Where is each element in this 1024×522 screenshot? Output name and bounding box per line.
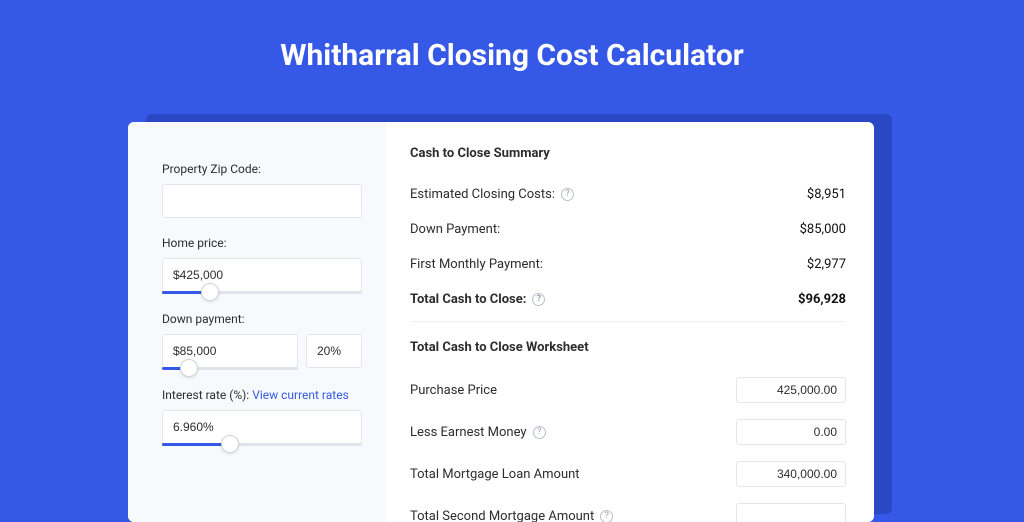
worksheet-input-second-mortgage[interactable] bbox=[736, 503, 846, 522]
interest-rate-slider[interactable] bbox=[162, 443, 362, 446]
page-title: Whitharral Closing Cost Calculator bbox=[0, 0, 1024, 105]
worksheet-input-loan-amount[interactable] bbox=[736, 461, 846, 487]
home-price-label: Home price: bbox=[162, 236, 362, 250]
help-icon[interactable]: ? bbox=[533, 426, 546, 439]
help-icon[interactable]: ? bbox=[532, 293, 545, 306]
summary-value: $8,951 bbox=[807, 187, 846, 202]
down-payment-pct-input[interactable] bbox=[306, 334, 362, 368]
summary-value: $85,000 bbox=[800, 222, 846, 237]
help-icon[interactable]: ? bbox=[600, 510, 613, 522]
worksheet-label: Total Second Mortgage Amount bbox=[410, 509, 594, 522]
summary-label: First Monthly Payment: bbox=[410, 257, 543, 272]
interest-rate-label: Interest rate (%): bbox=[162, 388, 249, 402]
worksheet-input-purchase-price[interactable] bbox=[736, 377, 846, 403]
home-price-group: Home price: bbox=[162, 236, 362, 294]
down-payment-slider[interactable] bbox=[162, 367, 298, 370]
summary-title: Cash to Close Summary bbox=[410, 146, 846, 161]
home-price-slider-thumb[interactable] bbox=[201, 283, 219, 301]
results-main: Cash to Close Summary Estimated Closing … bbox=[386, 122, 874, 522]
summary-value: $2,977 bbox=[807, 257, 846, 272]
down-payment-slider-thumb[interactable] bbox=[180, 359, 198, 377]
summary-label: Estimated Closing Costs: bbox=[410, 187, 555, 202]
worksheet-label: Purchase Price bbox=[410, 383, 497, 398]
home-price-input[interactable] bbox=[162, 258, 362, 292]
summary-row-total: Total Cash to Close: ? $96,928 bbox=[410, 282, 846, 317]
summary-row-down-payment: Down Payment: $85,000 bbox=[410, 212, 846, 247]
worksheet-row-earnest-money: Less Earnest Money ? bbox=[410, 411, 846, 453]
worksheet-row-purchase-price: Purchase Price bbox=[410, 369, 846, 411]
worksheet-title: Total Cash to Close Worksheet bbox=[410, 340, 846, 355]
summary-row-closing-costs: Estimated Closing Costs: ? $8,951 bbox=[410, 177, 846, 212]
inputs-sidebar: Property Zip Code: Home price: Down paym… bbox=[128, 122, 386, 522]
interest-rate-input[interactable] bbox=[162, 410, 362, 444]
help-icon[interactable]: ? bbox=[561, 188, 574, 201]
worksheet-row-loan-amount: Total Mortgage Loan Amount bbox=[410, 453, 846, 495]
interest-rate-slider-fill bbox=[162, 443, 230, 446]
zip-label: Property Zip Code: bbox=[162, 162, 362, 176]
worksheet-label: Total Mortgage Loan Amount bbox=[410, 467, 580, 482]
zip-group: Property Zip Code: bbox=[162, 162, 362, 218]
down-payment-group: Down payment: bbox=[162, 312, 362, 370]
worksheet-section: Total Cash to Close Worksheet Purchase P… bbox=[410, 321, 846, 522]
summary-label: Down Payment: bbox=[410, 222, 500, 237]
view-rates-link[interactable]: View current rates bbox=[252, 388, 349, 402]
worksheet-label: Less Earnest Money bbox=[410, 425, 527, 440]
summary-value: $96,928 bbox=[798, 292, 846, 307]
interest-rate-slider-thumb[interactable] bbox=[221, 435, 239, 453]
worksheet-row-second-mortgage: Total Second Mortgage Amount ? bbox=[410, 495, 846, 522]
summary-row-first-payment: First Monthly Payment: $2,977 bbox=[410, 247, 846, 282]
interest-rate-group: Interest rate (%): View current rates bbox=[162, 388, 362, 446]
zip-input[interactable] bbox=[162, 184, 362, 218]
summary-label: Total Cash to Close: bbox=[410, 292, 526, 307]
worksheet-input-earnest-money[interactable] bbox=[736, 419, 846, 445]
home-price-slider[interactable] bbox=[162, 291, 362, 294]
down-payment-label: Down payment: bbox=[162, 312, 362, 326]
calculator-card: Property Zip Code: Home price: Down paym… bbox=[128, 122, 874, 522]
